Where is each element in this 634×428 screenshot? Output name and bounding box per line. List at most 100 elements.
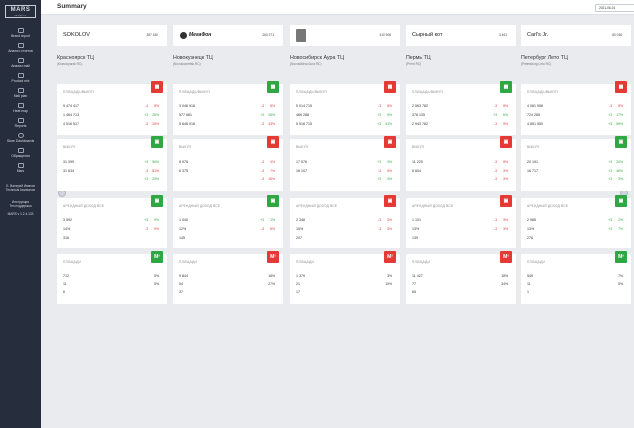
metric-row: 1 379 3% (296, 274, 392, 279)
metric-value: 4 081 958 (527, 104, 543, 108)
metric-card[interactable]: ПЛОЩАДЬ/ВЫКУП ▦ 4 081 958 -3 8% 724 285 +3 17% 4… (521, 81, 631, 135)
brand-card[interactable]: 410 908 (290, 25, 400, 46)
metric-card[interactable]: ВЫКУП ▣ 17 576 +3 3% 16 107 -3 5% +3 3% (290, 136, 400, 191)
metric-card[interactable]: АРЕНДНЫЙ ДОХОД ВСЕ ▣ 1 101 -3 3% 13% -3 3% 139 (406, 195, 516, 248)
metric-row: 8 976 -3 4% (179, 160, 275, 165)
metric-card[interactable]: ВЫКУП ▣ 31 399 +3 56% 31 634 -3 81% +3 29% (57, 136, 167, 191)
metric-value: 139 (412, 236, 418, 240)
metric-card[interactable]: ВЫКУП ▣ 20 191 +3 20% 16 717 +3 46% +3 3% (521, 136, 631, 191)
metric-card-title: ВЫКУП (527, 145, 540, 149)
sidebar-item-label: Mall plan (13, 94, 28, 98)
metric-percent: 56% (152, 160, 159, 164)
metric-card[interactable]: АРЕНДНЫЙ ДОХОД ВСЕ ▣ 1 040 +3 1% 12% -3 8% 145 (173, 195, 283, 248)
metric-row: +3 3% (296, 177, 392, 182)
metric-card[interactable]: ПЛОЩАДИ M² 549 7% 11 5% 1 (521, 251, 631, 304)
metric-card[interactable]: ВЫКУП ▣ 8 976 -3 4% 6 375 -3 7% -3 15% (173, 136, 283, 191)
metric-row: +3 29% (63, 177, 159, 182)
metric-card[interactable]: ПЛОЩАДЬ/ВЫКУП ▦ 5 014 715 -3 8% 466 288 +3 5% 5 … (290, 81, 400, 135)
sidebar-item-9[interactable]: Обращения (0, 148, 41, 158)
trend-value: +3 (608, 177, 612, 181)
brand-card[interactable]: SOKOLOV 287 180 (57, 25, 167, 46)
metric-row: 724 285 +3 17% (527, 113, 623, 118)
metric-card[interactable]: ВЫКУП ▣ 11 225 -3 8% 6 604 -3 3% -3 3% (406, 136, 516, 191)
logo-subtext: analytics (14, 15, 27, 17)
sidebar-item-label: Brand report (11, 34, 30, 38)
metric-value: 21 (296, 282, 300, 286)
sidebar-item-7[interactable]: Reports (0, 118, 41, 128)
metric-value: 54 (179, 282, 183, 286)
sidebar-item-6[interactable]: Heat map (0, 103, 41, 113)
trend-value: +3 (377, 177, 381, 181)
metric-percent: 81% (152, 169, 159, 173)
sidebar-item-4[interactable]: Product mix (0, 73, 41, 83)
metric-percent: 3% (618, 177, 623, 181)
date-select[interactable]: 2021-06-01 × (595, 4, 634, 12)
mall-column: Сырный кот 3 461 Пермь ТЦ (Perm RC) ПЛОЩАДЬ/… (406, 25, 516, 304)
metric-value: 2 943 782 (412, 122, 428, 126)
sidebar-item-3[interactable]: Анализ mall (0, 58, 41, 68)
metric-value: 11 225 (412, 160, 423, 164)
metric-row: 466 288 +3 5% (296, 113, 392, 118)
sidebar-item-1[interactable]: Brand report (0, 28, 41, 38)
trend-value: -3 (377, 227, 381, 231)
brand-card[interactable]: МегаФон 263 271 (173, 25, 283, 46)
metric-card[interactable]: ПЛОЩАДИ M² 9 844 18% 54 27% 37 (173, 251, 283, 304)
trend-value: -3 (144, 122, 148, 126)
metric-value: 17 576 (296, 160, 307, 164)
metric-card[interactable]: АРЕНДНЫЙ ДОХОД ВСЕ ▣ 2 985 +3 2% 13% +3 7% 276 (521, 195, 631, 248)
metric-percent: 5% (154, 282, 159, 286)
sidebar: MARS analytics Brand report Анализ отчето… (0, 0, 41, 428)
status-badge-icon: ▦ (267, 81, 279, 93)
metric-row: 6 (63, 290, 159, 295)
trend-value: +3 (144, 218, 148, 222)
support-link[interactable]: Тех.поддержка (9, 204, 32, 208)
user-name[interactable]: Б. Валерий Иванов (6, 184, 35, 188)
metric-card-title: ПЛОЩАДЬ/ВЫКУП (412, 90, 443, 94)
sidebar-item-2[interactable]: Анализ отчетов (0, 43, 41, 53)
metric-value: 724 285 (527, 113, 540, 117)
status-badge-icon: ▦ (384, 81, 396, 93)
sidebar-item-8[interactable]: Store Dashboards (0, 133, 41, 143)
mall-name: Пермь ТЦ (406, 55, 431, 61)
metric-percent: 7% (618, 227, 623, 231)
trend-value: -3 (144, 169, 148, 173)
metric-value: 2 348 (296, 218, 305, 222)
metric-percent: 3% (387, 160, 392, 164)
metric-percent: 25% (152, 122, 159, 126)
sidebar-item-5[interactable]: Mall plan (0, 88, 41, 98)
instructions-link[interactable]: Инструкция (11, 200, 30, 204)
metric-card[interactable]: ПЛОЩАДИ M² 11 427 18% 77 34% 65 (406, 251, 516, 304)
metric-card[interactable]: АРЕНДНЫЙ ДОХОД ВСЕ ▣ 2 348 -3 3% 15% -3 3% 207 (290, 195, 400, 248)
mix-icon (17, 73, 24, 78)
brand-name: SOKOLOV (63, 32, 90, 38)
status-badge-icon: ▣ (500, 136, 512, 148)
trend-value: +3 (377, 122, 381, 126)
metric-percent: 15% (268, 177, 275, 181)
trend-value: -3 (377, 104, 381, 108)
sidebar-item-label: Обращения (11, 154, 30, 158)
metric-row: 276 (527, 236, 623, 241)
metric-percent: 2% (618, 218, 623, 222)
metric-row: 145 (179, 236, 275, 241)
trend-value: -3 (260, 177, 264, 181)
metric-value: 11 (63, 282, 67, 286)
trend-value: +3 (377, 113, 381, 117)
metric-row: 549 7% (527, 274, 623, 279)
metric-percent: 3% (387, 218, 392, 222)
metric-card[interactable]: АРЕНДНЫЙ ДОХОД ВСЕ ▣ 3 592 +3 9% 14% -3 9% 316 (57, 195, 167, 248)
metric-row: 3 592 +3 9% (63, 218, 159, 223)
brand-card[interactable]: Carl's Jr. 80 036 (521, 25, 631, 46)
metric-card-title: ПЛОЩАДЬ/ВЫКУП (179, 90, 210, 94)
metric-card[interactable]: ПЛОЩАДЬ/ВЫКУП ▦ 9 474 417 -4 8% 1 464 713 +3 26… (57, 81, 167, 135)
metric-card[interactable]: ПЛОЩАДИ M² 1 379 3% 21 10% 17 (290, 251, 400, 304)
metric-card[interactable]: ПЛОЩАДИ M² 712 5% 11 5% 6 (57, 251, 167, 304)
metric-row: 31 399 +3 56% (63, 160, 159, 165)
app-logo[interactable]: MARS analytics (5, 5, 36, 18)
metric-card[interactable]: ПЛОЩАДЬ/ВЫКУП ▦ 3 046 916 -3 8% 577 681 +3 25% 5… (173, 81, 283, 135)
trend-value: -3 (493, 122, 497, 126)
sidebar-item-label: Mars (16, 169, 25, 173)
metric-card[interactable]: ПЛОЩАДЬ/ВЫКУП ▦ 2 563 782 -3 8% 378 135 +3 6% 2 … (406, 81, 516, 135)
brand-card[interactable]: Сырный кот 3 461 (406, 25, 516, 46)
sidebar-item-10[interactable]: Mars (0, 163, 41, 173)
status-badge-icon: M² (500, 251, 512, 263)
